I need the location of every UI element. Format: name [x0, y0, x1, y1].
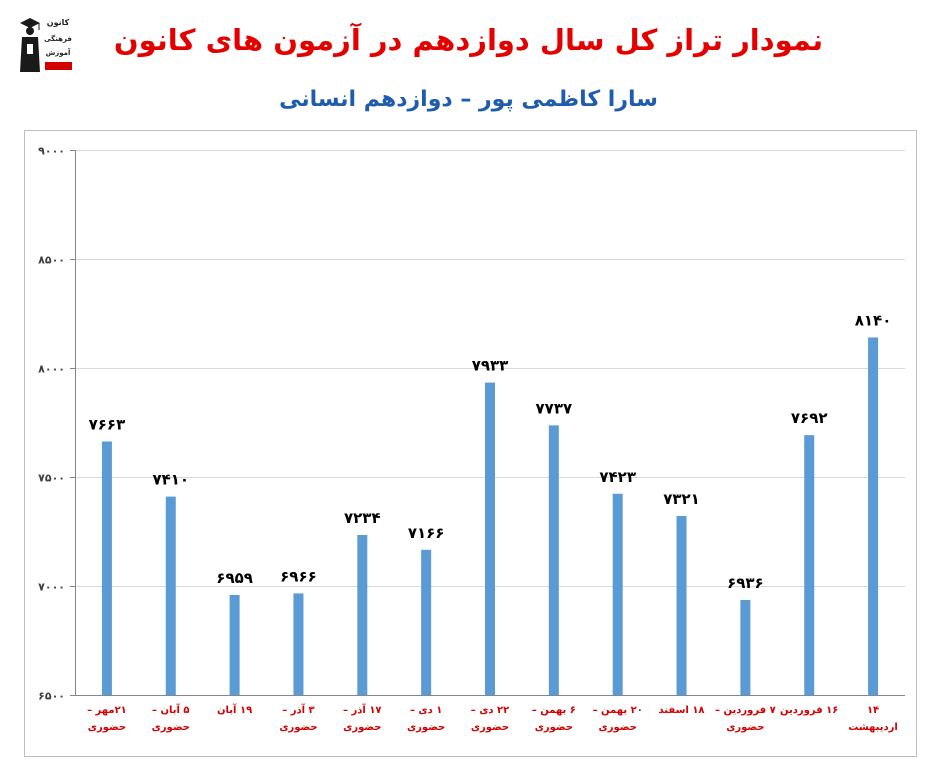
data-label: ۷۳۲۱ — [663, 490, 700, 508]
bar — [101, 441, 112, 695]
x-tick-label: ۶ بهمن – حضوری — [531, 705, 576, 733]
bar — [740, 599, 751, 695]
logo-text-line: کانون — [47, 18, 70, 27]
y-tick-label: ۹۰۰۰ — [38, 145, 65, 158]
x-tick-label: ۱۹ آبان — [217, 705, 253, 716]
data-label: ۷۶۹۲ — [791, 409, 828, 427]
data-label: ۷۲۳۴ — [344, 509, 381, 527]
data-label: ۷۴۲۳ — [599, 468, 636, 486]
y-tick-label: ۶۵۰۰ — [38, 690, 65, 703]
x-tick-label: ۵ آبان – حضوری — [151, 705, 190, 733]
bar — [676, 516, 687, 695]
bar — [165, 496, 176, 695]
x-tick-label: ۲۲ دی – حضوری — [470, 705, 510, 733]
data-label: ۶۹۳۶ — [727, 574, 764, 592]
y-tick-label: ۷۰۰۰ — [38, 581, 65, 594]
x-tick-label: ۲۱مهر – حضوری — [87, 705, 127, 733]
bar — [485, 382, 495, 695]
data-label: ۷۱۶۶ — [408, 524, 445, 542]
x-tick-label: ۱۴ اردیبهشت — [848, 705, 898, 733]
y-tick-label: ۸۵۰۰ — [38, 254, 65, 267]
chart-title: نمودار تراز کل سال دوازدهم در آزمون های … — [113, 23, 824, 57]
bar — [357, 534, 368, 695]
data-label: ۷۹۳۳ — [472, 357, 509, 375]
bar — [421, 549, 432, 695]
bar — [612, 493, 623, 695]
logo-text-line: فرهنگی — [44, 34, 72, 43]
logo-tag — [45, 62, 72, 70]
x-tick-label: ۱۷ آذر – حضوری — [343, 705, 382, 733]
data-label: ۷۷۳۷ — [536, 399, 573, 417]
graduate-figure-icon — [20, 18, 40, 72]
x-tick-label: ۱۶ فروردین — [780, 705, 839, 716]
x-tick-label: ۷ فروردین – حضوری — [715, 705, 776, 733]
x-tick-label: ۱ دی – حضوری — [407, 705, 446, 733]
logo-text-line: آموزش — [46, 48, 71, 57]
y-tick-label: ۸۰۰۰ — [38, 363, 65, 376]
chart-frame — [24, 130, 917, 757]
bar — [804, 435, 815, 695]
data-label: ۶۹۶۶ — [280, 567, 317, 585]
x-tick-label: ۳ آذر – حضوری — [279, 705, 318, 733]
logo: کانون فرهنگی آموزش — [20, 18, 72, 72]
x-tick-label: ۱۸ اسفند — [658, 705, 705, 716]
chart-subtitle: سارا کاظمی پور – دوازدهم انسانی — [279, 87, 658, 112]
data-label: ۸۱۴۰ — [855, 311, 892, 329]
bar — [293, 593, 304, 695]
bar — [229, 594, 240, 695]
y-tick-label: ۷۵۰۰ — [38, 472, 65, 485]
x-tick-label: ۲۰ بهمن – حضوری — [592, 705, 643, 733]
bar — [868, 337, 879, 695]
data-label: ۶۹۵۹ — [216, 569, 253, 587]
data-label: ۷۶۶۳ — [89, 415, 126, 433]
bar — [548, 425, 559, 695]
data-label: ۷۴۱۰ — [152, 471, 189, 489]
